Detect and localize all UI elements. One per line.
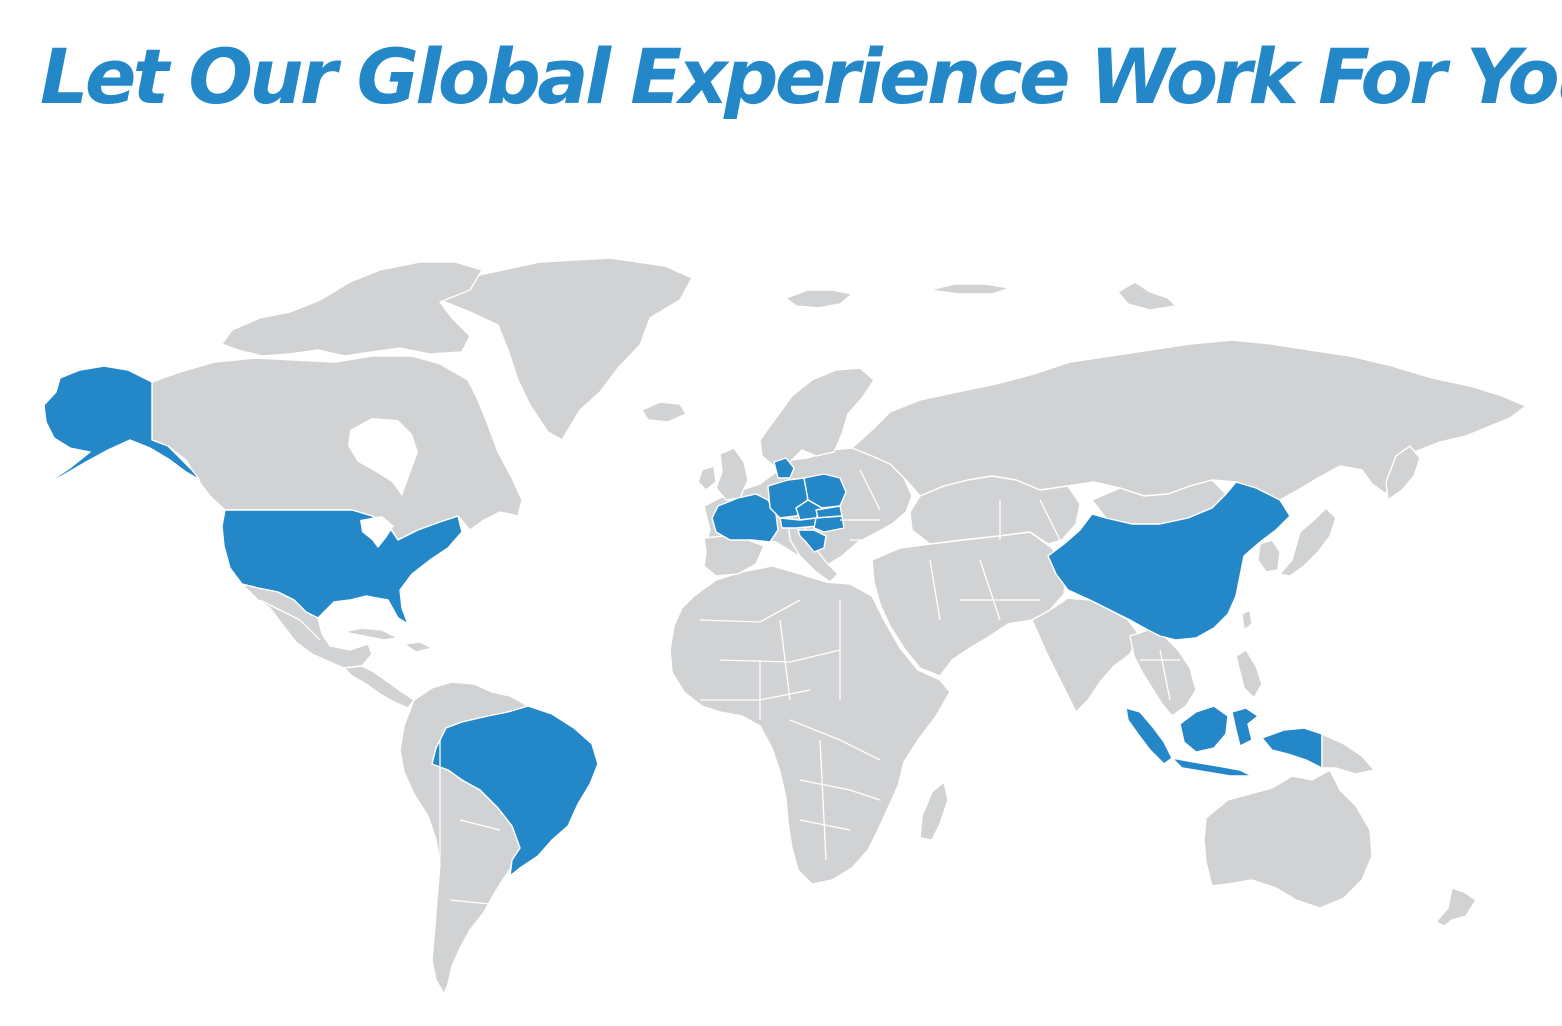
japan [1279,507,1337,577]
hungary [813,515,845,533]
hispaniola [403,641,433,653]
korea [1257,539,1281,573]
country-borders [259,469,1180,905]
severnaya-zemlya [1117,281,1177,311]
borneo [1179,705,1229,753]
austria [779,517,819,529]
taiwan [1241,609,1253,631]
russia [851,339,1527,501]
great-britain [715,447,749,501]
brazil [431,705,599,877]
alaska [43,365,201,485]
china [1047,481,1291,641]
canada [151,355,523,541]
ireland [697,465,717,491]
svalbard [785,289,853,309]
france [711,493,779,543]
hudson-bay [348,418,418,496]
united-states [221,509,463,625]
java [1171,757,1253,777]
india [1031,597,1141,713]
greenland [439,257,693,441]
africa [669,565,951,885]
philippines [1235,649,1263,699]
madagascar [919,781,949,841]
denmark [773,457,795,479]
western-new-guinea [1261,727,1323,769]
cuba [343,627,399,641]
sulawesi [1231,707,1259,747]
new-zealand [1435,887,1477,927]
slovenia-croatia [797,529,827,553]
southeast-asia [1129,629,1197,717]
australia [1203,769,1373,909]
great-lakes [360,516,394,548]
central-america [343,665,415,709]
central-asia [909,475,1081,545]
sumatra [1125,707,1173,765]
iceland [641,401,687,423]
mexico [241,583,373,669]
papua-new-guinea [1321,733,1375,775]
canadian-arctic-islands [221,261,483,357]
kamchatka [1385,445,1421,501]
franz-josef-land [929,283,1011,295]
page-title: Let Our Global Experience Work For You [40,32,1562,121]
